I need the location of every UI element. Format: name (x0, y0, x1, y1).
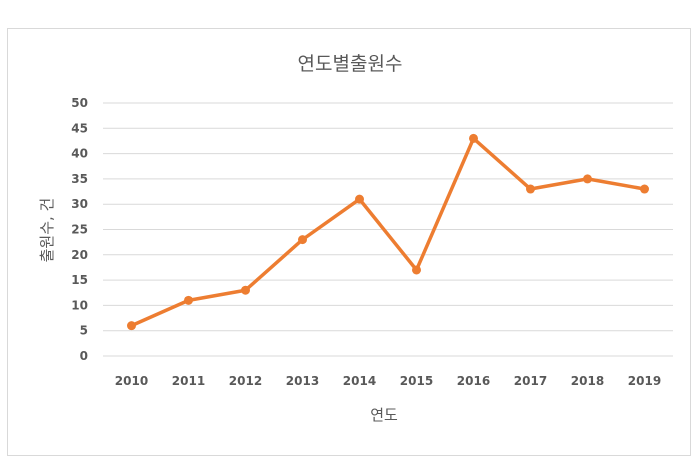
data-point (298, 235, 307, 245)
data-point (184, 295, 193, 305)
data-point (526, 184, 535, 194)
data-point (640, 184, 649, 194)
y-tick-label: 5 (80, 324, 88, 338)
chart-title: 연도별출원수 (298, 53, 403, 75)
x-tick-label: 2018 (571, 374, 604, 388)
x-tick-label: 2010 (115, 374, 148, 388)
series-line (130, 136, 645, 328)
data-point (241, 285, 250, 295)
y-tick-label: 30 (71, 197, 88, 211)
y-tick-label: 40 (71, 147, 88, 161)
y-tick-label: 50 (71, 96, 88, 110)
y-tick-label: 15 (71, 273, 88, 287)
data-point (583, 174, 592, 184)
x-tick-label: 2014 (343, 374, 376, 388)
data-point (412, 265, 421, 275)
data-point (355, 194, 364, 204)
y-tick-label: 45 (71, 121, 88, 135)
x-tick-label: 2012 (229, 374, 262, 388)
data-point (127, 321, 136, 331)
x-tick-label: 2016 (457, 374, 490, 388)
y-tick-label: 10 (71, 298, 88, 312)
x-tick-label: 2015 (400, 374, 433, 388)
y-tick-label: 25 (71, 223, 88, 237)
chart-frame (7, 28, 691, 456)
y-tick-label: 20 (71, 248, 88, 262)
y-axis-label: 출원수, 건 (38, 198, 56, 263)
x-tick-label: 2019 (628, 374, 661, 388)
y-tick-label: 0 (80, 349, 88, 363)
data-point (469, 133, 478, 143)
x-tick-label: 2013 (286, 374, 319, 388)
y-tick-label: 35 (71, 172, 88, 186)
x-axis-label: 연도 (370, 406, 398, 424)
x-tick-label: 2011 (172, 374, 205, 388)
x-tick-label: 2017 (514, 374, 547, 388)
